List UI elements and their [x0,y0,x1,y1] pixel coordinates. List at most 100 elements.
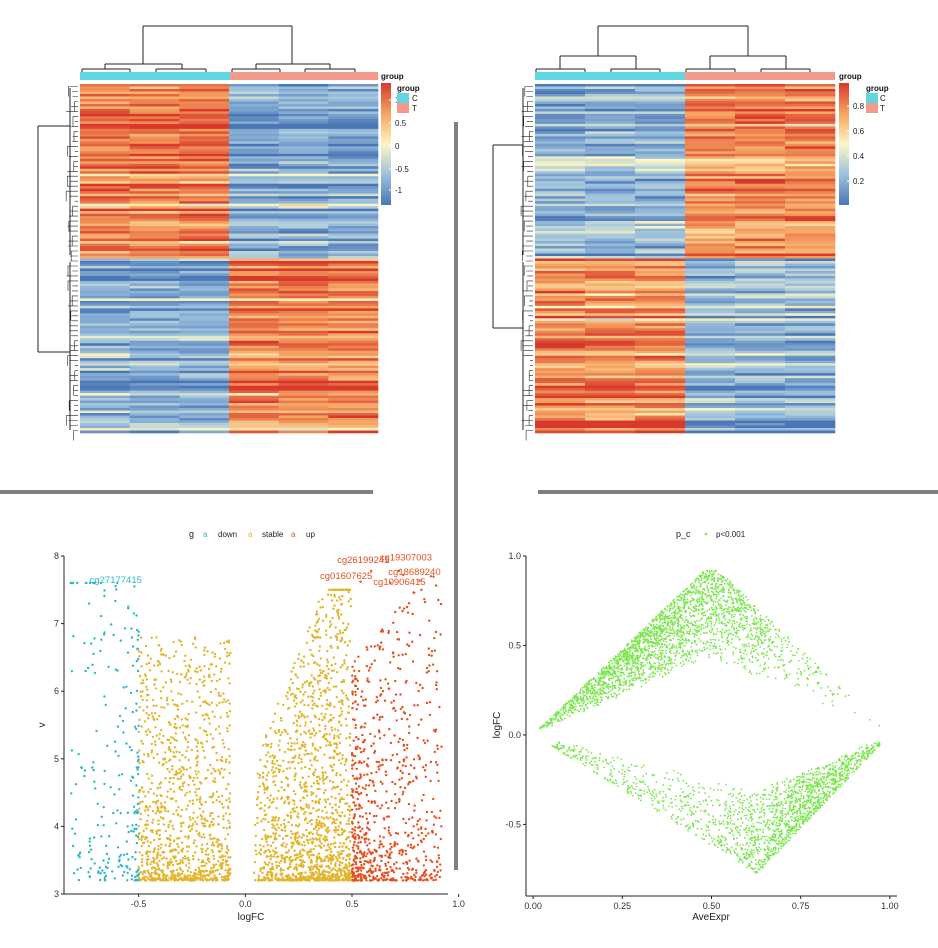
heatmap-cell [129,168,180,172]
volcano-point-stable [343,829,347,832]
heatmap-cell [685,385,736,389]
heatmap-cell [585,131,636,135]
heatmap-cell [635,400,686,404]
volcano-point-down [137,758,140,762]
volcano-point-up [436,763,439,766]
volcano-point-down [137,724,140,727]
heatmap-cell [80,425,130,429]
heatmap-cell [129,423,180,426]
volcano-point-down [133,725,137,728]
volcano-point-stable [266,796,269,800]
volcano-point-stable [338,879,341,882]
volcano-point-down [117,774,121,777]
volcano-point-up [398,737,401,740]
heatmap-cell [229,393,279,396]
heatmap-cell [635,211,686,214]
volcano-point-stable [300,761,303,764]
volcano-point-stable [266,863,270,867]
volcano-point-stable [338,700,341,703]
volcano-point-stable [325,811,328,814]
heatmap-cell [328,101,379,105]
heatmap-cell [735,260,786,264]
volcano-point-up [394,782,397,786]
heatmap-cell [278,325,329,329]
heatmap-cell [179,325,230,329]
heatmap-cell [80,253,130,257]
volcano-point-stable [270,819,274,822]
heatmap-cell [229,233,279,237]
volcano-point-stable [277,819,280,822]
volcano-point-up [373,735,377,738]
heatmap-cell [635,84,686,87]
heatmap-cell [685,348,736,352]
volcano-point-up [361,690,364,693]
heatmap-cell [735,211,786,214]
heatmap-cell [685,161,736,165]
volcano-point-stable [227,870,230,874]
volcano-point-stable [256,772,259,775]
volcano-point-up [404,681,407,684]
heatmap-cell [278,418,329,421]
volcano-point-stable [274,819,277,822]
heatmap-cell [635,178,686,182]
heatmap-cell [328,335,379,339]
volcano-point-stable [196,776,199,779]
heatmap-cell [278,403,329,406]
heatmap-cell [585,253,636,257]
volcano-point-stable [218,678,222,681]
heatmap-cell [179,298,230,302]
volcano-point-stable [334,862,337,865]
heatmap-cell [278,211,329,214]
volcano-point-stable [212,767,215,770]
volcano-point-stable [150,860,153,863]
volcano-point-down [103,631,106,634]
volcano-point-stable [326,658,329,661]
volcano-point-stable [336,734,339,738]
volcano-point-stable [341,700,344,703]
heatmap-cell [685,103,736,107]
heatmap-cell [328,241,379,244]
heatmap-cell [585,213,636,217]
heatmap-cell [80,363,130,366]
volcano-point-stable [195,794,198,797]
heatmap-cell [129,303,180,307]
volcano-point-stable [275,731,278,735]
heatmap-cell [179,420,230,424]
heatmap-cell [635,98,686,102]
volcano-point-stable [176,716,180,719]
heatmap-cell [229,228,279,232]
volcano-point-stable [260,820,263,823]
heatmap-cell [785,303,836,307]
heatmap-cell [635,323,686,327]
heatmap-cell [129,323,180,327]
heatmap-cell [635,86,686,90]
volcano-point-stable [289,830,293,833]
volcano-point-stable [332,875,335,878]
volcano-point-stable [191,700,194,703]
heatmap-cell [328,161,379,165]
heatmap-cell [585,363,636,366]
volcano-point-up [406,872,409,875]
volcano-point-up [417,860,420,863]
volcano-point-down [117,865,120,869]
volcano-point-stable [176,879,180,882]
heatmap-cell [229,126,279,130]
volcano-point-stable [332,857,335,861]
volcano-point-stable [345,654,348,657]
volcano-point-stable [254,834,258,838]
volcano-point-stable [318,837,321,840]
heatmap-cell [229,343,279,347]
volcano-point-down [113,740,117,743]
volcano-point-stable [345,757,348,761]
heatmap-cell [129,183,180,187]
legend-label-c: C [412,94,418,103]
heatmap-cell [635,320,686,324]
volcano-point-stable [181,870,184,873]
heatmap-cell [785,323,836,327]
volcano-point-stable [137,865,140,869]
volcano-point-stable [145,836,149,839]
volcano-point-down [133,827,136,830]
volcano-point-stable [269,794,272,797]
volcano-point-stable [212,823,215,826]
